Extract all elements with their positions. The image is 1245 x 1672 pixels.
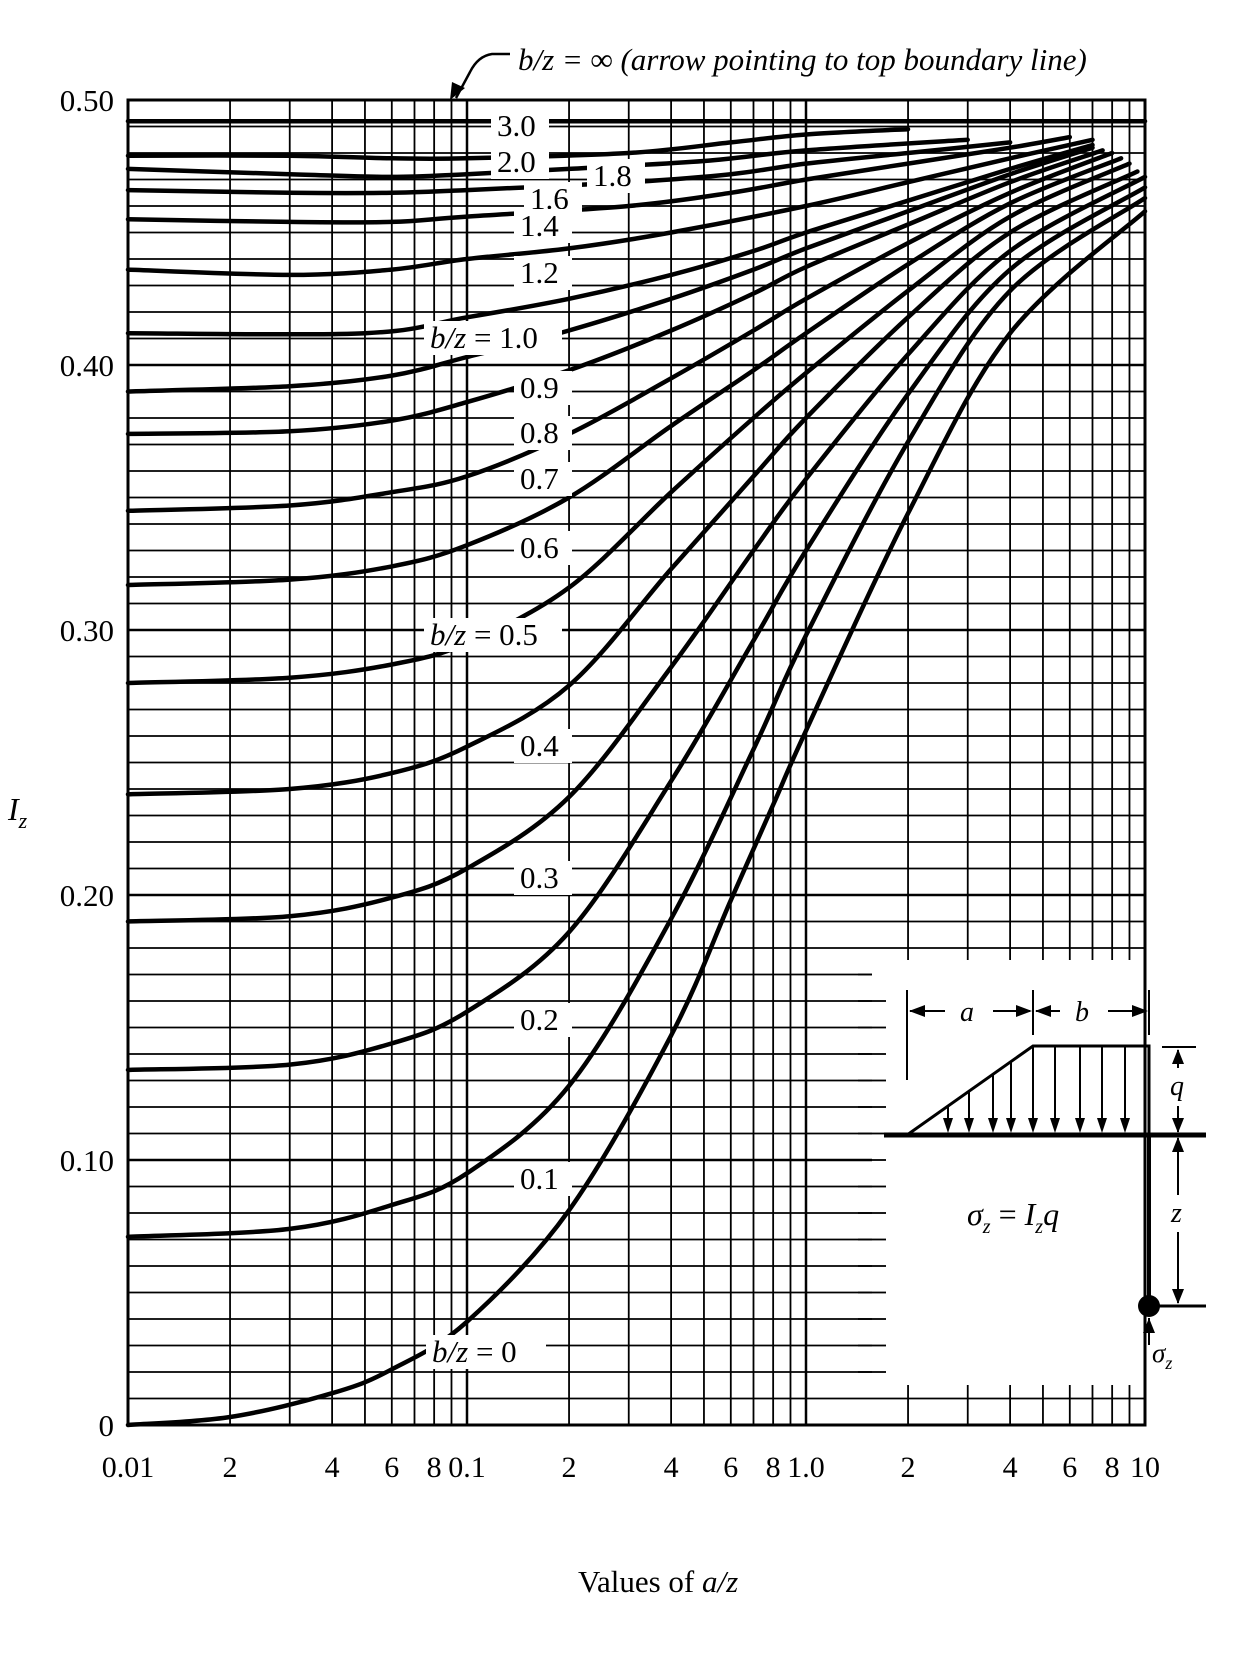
x-tick-label: 0.01 xyxy=(102,1451,155,1484)
loading-diagram-inset: a b q z xyxy=(884,990,1206,1373)
x-tick-label: 4 xyxy=(325,1451,340,1484)
curve-label: 1.2 xyxy=(520,255,559,290)
x-axis-label: Values of a/z xyxy=(578,1564,738,1599)
curve-label: b/z = 0 xyxy=(432,1334,517,1369)
curve-b-z-0.3 xyxy=(125,174,1148,924)
arrowhead-icon xyxy=(450,82,465,100)
svg-text:q: q xyxy=(1170,1071,1184,1102)
load-arrows xyxy=(943,1046,1130,1133)
curve-b-z-0.5 xyxy=(125,161,1132,686)
x-tick-label: 8 xyxy=(766,1451,781,1484)
x-tick-label: 1.0 xyxy=(787,1451,825,1484)
y-tick-label: 0.20 xyxy=(60,878,114,913)
curve-label: 0.4 xyxy=(520,728,559,763)
curves xyxy=(125,118,1148,1428)
x-tick-label: 0.1 xyxy=(448,1451,486,1484)
trapezoid-load xyxy=(906,1044,1151,1137)
curve-label: 0.8 xyxy=(520,415,559,450)
y-tick-label: 0.50 xyxy=(60,83,114,118)
curve-label: 0.1 xyxy=(520,1161,559,1196)
curve-label: b/z = 1.0 xyxy=(430,320,538,355)
annotation-arrow xyxy=(454,52,510,99)
y-tick-label: 0.40 xyxy=(60,348,114,383)
x-tick-label: 10 xyxy=(1130,1451,1160,1484)
curve-b-z-0.7 xyxy=(125,150,1115,514)
curve-label: 0.9 xyxy=(520,370,559,405)
curve-b-z-0.9 xyxy=(125,145,1095,394)
curve-b-z-0.8 xyxy=(125,148,1105,437)
inset-background xyxy=(872,960,1209,1385)
x-tick-label: 8 xyxy=(1105,1451,1120,1484)
curve-b-z-0.1 xyxy=(125,195,1148,1240)
annotation-text: b/z = ∞ (arrow pointing to top boundary … xyxy=(518,42,1087,77)
curve-label: 1.4 xyxy=(520,208,559,243)
x-tick-label: 2 xyxy=(562,1451,577,1484)
dimension-b: b xyxy=(1035,997,1148,1028)
x-tick-label: 2 xyxy=(223,1451,238,1484)
y-tick-labels: 0 0.10 0.20 0.30 0.40 0.50 xyxy=(60,83,114,1443)
plot-frame xyxy=(126,98,1147,1427)
curve-b-z-0.6 xyxy=(125,156,1124,588)
curve-b-z-1.4 xyxy=(125,134,1073,225)
curve-labels: 3.02.0 1.81.61.41.2b/z = 1.00.90.80.70.6b… xyxy=(424,108,645,1369)
curve-label: b/z = 0.5 xyxy=(430,617,538,652)
curve-label: 3.0 xyxy=(497,108,536,143)
y-axis-label: Iz xyxy=(7,791,28,833)
x-tick-label: 6 xyxy=(723,1451,738,1484)
curve-label: 1.8 xyxy=(593,158,632,193)
curve-b-z-1.0 xyxy=(125,142,1095,337)
stress-point xyxy=(1138,1295,1160,1317)
curve-b-z-0.2 xyxy=(125,185,1148,1073)
x-tick-label: 6 xyxy=(1062,1451,1077,1484)
x-tick-labels: 0.01 2 4 6 8 0.1 2 4 6 8 1.0 2 4 6 8 10 xyxy=(102,1451,1160,1484)
y-tick-label: 0 xyxy=(99,1408,115,1443)
curve-label: 0.6 xyxy=(520,530,559,565)
x-tick-label: 2 xyxy=(901,1451,916,1484)
svg-text:b: b xyxy=(1075,997,1089,1028)
curve-b-z-0 xyxy=(125,209,1148,1428)
inset-edge-ticks xyxy=(872,1000,886,1373)
x-tick-label: 6 xyxy=(384,1451,399,1484)
curve-label: 0.2 xyxy=(520,1002,559,1037)
formula: σz = Izq xyxy=(967,1196,1059,1238)
x-tick-label: 4 xyxy=(664,1451,679,1484)
point-label: σz xyxy=(1152,1338,1172,1373)
svg-text:z: z xyxy=(1170,1198,1182,1229)
curve-b-z-0.4 xyxy=(125,169,1140,797)
stress-arrow-icon xyxy=(1143,1318,1155,1333)
y-tick-label: 0.30 xyxy=(60,613,114,648)
x-tick-label: 8 xyxy=(427,1451,442,1484)
dimension-a: a xyxy=(909,997,1032,1028)
dimension-q: q xyxy=(1162,1046,1196,1133)
svg-text:a: a xyxy=(960,997,974,1028)
y-tick-label: 0.10 xyxy=(60,1143,114,1178)
infinity-annotation: b/z = ∞ (arrow pointing to top boundary … xyxy=(450,42,1087,100)
x-tick-label: 4 xyxy=(1003,1451,1018,1484)
curve-label: 0.7 xyxy=(520,461,559,496)
curve-label: 2.0 xyxy=(497,144,536,179)
curve-label: 0.3 xyxy=(520,860,559,895)
curve-b-z-1.2 xyxy=(125,137,1095,278)
